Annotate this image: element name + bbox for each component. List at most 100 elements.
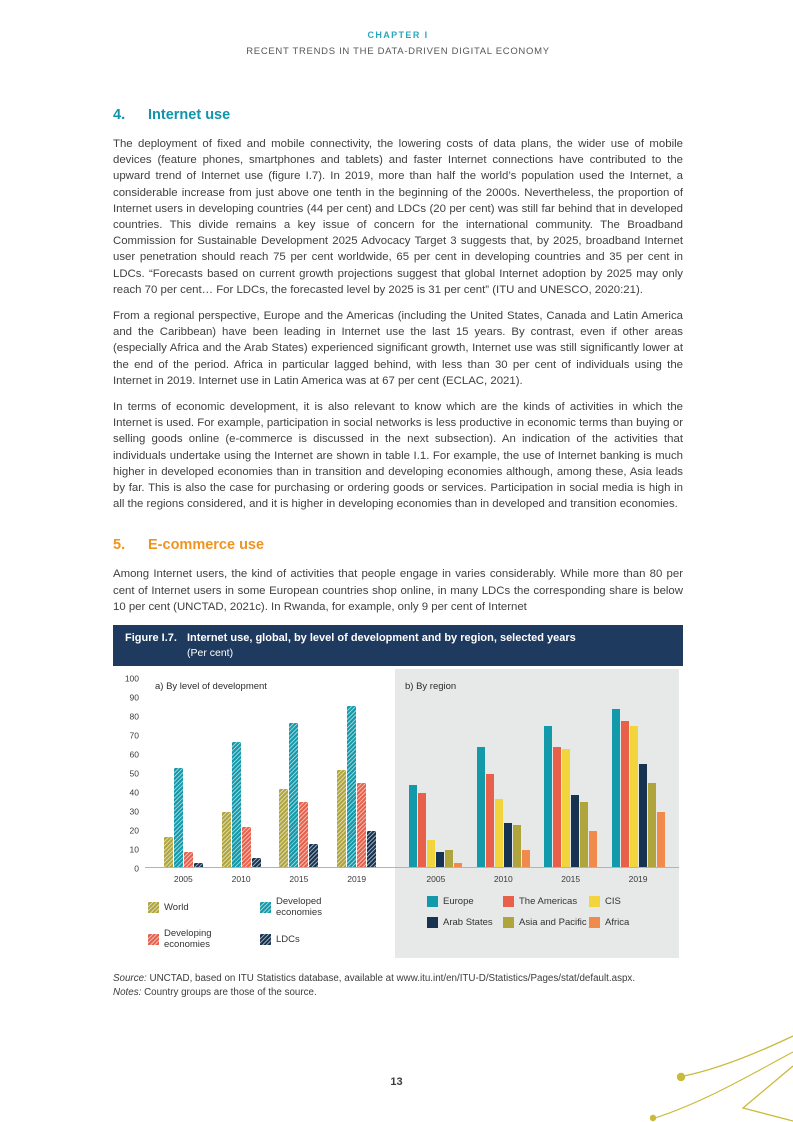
bar-developing-economies-2015: [299, 802, 309, 868]
section-number: 4.: [113, 107, 126, 123]
bar-africa-2010: [521, 849, 530, 868]
section-heading-ecommerce-use: 5. E-commerce use: [113, 537, 683, 553]
bar-ldcs-2010: [251, 857, 261, 868]
bar-group-2019: 2019: [611, 678, 665, 884]
bar-arab-states-2005: [436, 851, 445, 868]
chapter-label: CHAPTER I: [367, 30, 429, 40]
legend-item-world: World: [148, 896, 260, 918]
legend-swatch: [148, 901, 159, 913]
y-tick-label: 100: [124, 672, 139, 683]
bar-europe-2010: [476, 747, 485, 868]
chart-panel-b: b) By region 2005 2010 2015 2019: [395, 678, 679, 884]
decorative-swoosh: [649, 1035, 793, 1122]
x-tick-label: 2010: [231, 874, 251, 885]
bar-europe-2015: [544, 726, 553, 868]
bar-cis-2010: [494, 798, 503, 868]
y-tick-label: 90: [129, 691, 139, 702]
bar-group-2015: 2015: [544, 678, 598, 884]
x-tick-label: 2019: [628, 874, 648, 885]
x-tick-label: 2015: [289, 874, 309, 885]
x-tick-label: 2005: [173, 874, 193, 885]
bar-developing-economies-2005: [183, 851, 193, 868]
y-tick-label: 80: [129, 710, 139, 721]
legend-swatch: [503, 896, 514, 908]
x-tick-label: 2019: [347, 874, 367, 885]
paragraph: Among Internet users, the kind of activi…: [113, 568, 683, 613]
paragraph: The deployment of fixed and mobile conne…: [113, 138, 683, 296]
legend-item-ldcs: LDCs: [260, 928, 360, 950]
legend-label: Developing economies: [164, 928, 212, 951]
legend-label: Developed economies: [276, 896, 322, 919]
bar-developing-economies-2019: [357, 783, 367, 868]
bar-group-2005: 2005: [409, 678, 463, 884]
y-tick-label: 10: [129, 843, 139, 854]
report-page: CHAPTER I RECENT TRENDS IN THE DATA-DRIV…: [113, 30, 683, 999]
y-tick-label: 0: [134, 862, 139, 873]
legend-label: The Americas: [519, 896, 578, 908]
legend-b: Europe The Americas CIS Arab States Asia and…: [427, 896, 629, 950]
panel-label: b) By region: [405, 681, 457, 693]
panel-label: a) By level of development: [155, 681, 267, 693]
legend-label: Arab States: [443, 917, 493, 929]
legend-item-asia-and-pacific: Asia and Pacific: [503, 917, 589, 929]
legend-swatch: [260, 901, 271, 913]
bar-asia-and-pacific-2010: [512, 825, 521, 868]
bar-africa-2005: [454, 863, 463, 868]
chart-plot: 0 10 20 30 40 50 60 70 80 90 100 a) By level of de…: [115, 674, 681, 884]
section-title: E-commerce use: [148, 537, 265, 554]
y-axis: 0 10 20 30 40 50 60 70 80 90 100: [115, 674, 145, 872]
bar-the-americas-2010: [485, 773, 494, 868]
bar-africa-2019: [656, 811, 665, 868]
bar-africa-2015: [589, 830, 598, 868]
bar-developed-economies-2019: [347, 705, 357, 868]
source-label: Source:: [113, 973, 147, 985]
bar-cis-2015: [562, 749, 571, 868]
legend-label: Africa: [605, 917, 630, 929]
chart-legends: World Developed economies Developing econo…: [115, 896, 681, 950]
bar-group-2010: 2010: [221, 678, 261, 884]
paragraph: In terms of economic development, it is …: [113, 401, 683, 511]
legend-item-developed-economies: Developed economies: [260, 896, 360, 918]
figure-titles: Internet use, global, by level of develo…: [187, 632, 671, 659]
bar-developed-economies-2005: [173, 768, 183, 868]
bar-cis-2019: [629, 726, 638, 868]
source-url[interactable]: www.itu.int/en/ITU-D/Statistics/Pages/st…: [396, 973, 633, 985]
bar-world-2019: [337, 770, 347, 868]
notes-text: Country groups are those of the source.: [144, 987, 317, 999]
legend-item-the-americas: The Americas: [503, 896, 589, 908]
bar-world-2010: [221, 811, 231, 868]
bar-developed-economies-2015: [289, 722, 299, 868]
legend-item-africa: Africa: [589, 917, 630, 929]
figure-subtitle: (Per cent): [187, 647, 234, 660]
bar-arab-states-2019: [638, 764, 647, 868]
x-tick-label: 2015: [561, 874, 581, 885]
legend-label: World: [164, 901, 189, 913]
source-text: UNCTAD, based on ITU Statistics database…: [149, 973, 397, 985]
legend-a: World Developed economies Developing econo…: [148, 896, 360, 950]
legend-swatch: [503, 917, 514, 929]
bar-arab-states-2010: [503, 823, 512, 868]
section-heading-internet-use: 4. Internet use: [113, 107, 683, 123]
bar-asia-and-pacific-2019: [647, 783, 656, 868]
page-header: CHAPTER I RECENT TRENDS IN THE DATA-DRIV…: [113, 30, 683, 57]
bar-the-americas-2015: [553, 747, 562, 868]
bar-the-americas-2005: [418, 792, 427, 868]
bar-group-2015: 2015: [279, 678, 319, 884]
y-tick-label: 20: [129, 824, 139, 835]
x-tick-label: 2010: [493, 874, 513, 885]
y-tick-label: 40: [129, 786, 139, 797]
paragraph: From a regional perspective, Europe and …: [113, 310, 683, 387]
legend-swatch: [427, 917, 438, 929]
bar-arab-states-2015: [571, 794, 580, 868]
chapter-subtitle: RECENT TRENDS IN THE DATA-DRIVEN DIGITAL…: [246, 46, 550, 57]
bar-group-2005: 2005: [163, 678, 203, 884]
bar-cis-2005: [427, 840, 436, 868]
bar-ldcs-2015: [309, 844, 319, 868]
bar-ldcs-2005: [193, 863, 203, 868]
bar-the-americas-2019: [620, 720, 629, 868]
legend-swatch: [148, 933, 159, 945]
bar-asia-and-pacific-2005: [445, 849, 454, 868]
bar-europe-2005: [409, 785, 418, 868]
legend-label: Europe: [443, 896, 474, 908]
section-number: 5.: [113, 537, 126, 554]
